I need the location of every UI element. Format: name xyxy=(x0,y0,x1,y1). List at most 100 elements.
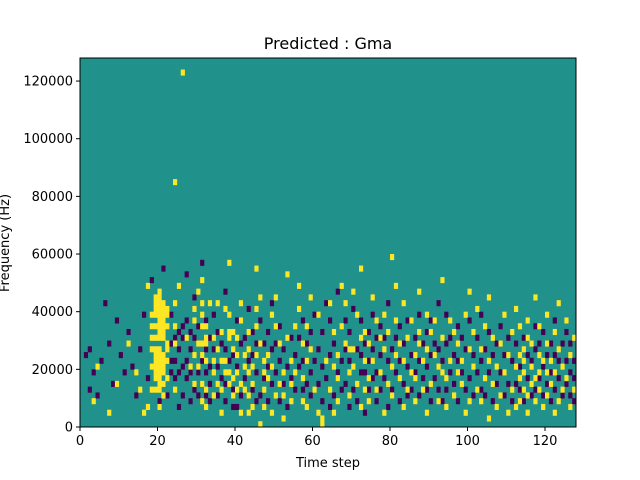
heatmap-cell-low xyxy=(130,363,135,370)
heatmap-cell-low xyxy=(312,311,317,318)
heatmap-cell-low xyxy=(157,398,162,405)
heatmap-cell-high xyxy=(339,323,344,330)
heatmap-cell-low xyxy=(215,363,220,370)
heatmap-cell-high xyxy=(413,352,418,359)
heatmap-cell-low xyxy=(374,398,379,405)
heatmap-cell-high xyxy=(157,352,162,359)
heatmap-cell-high xyxy=(269,409,275,416)
heatmap-cell-low xyxy=(572,398,577,405)
heatmap-cell-high xyxy=(114,380,120,387)
heatmap-cell-low xyxy=(479,386,484,393)
heatmap-cell-low xyxy=(366,328,371,336)
heatmap-cell-low xyxy=(269,380,275,387)
heatmap-cell-high xyxy=(134,369,139,376)
heatmap-cell-high xyxy=(405,386,410,393)
heatmap-cell-high xyxy=(556,398,561,405)
heatmap-cell-low xyxy=(413,334,418,341)
heatmap-cell-high xyxy=(281,369,286,376)
heatmap-cell-low xyxy=(91,369,96,376)
heatmap-cell-low xyxy=(180,323,185,330)
heatmap-cell-high xyxy=(362,328,368,336)
heatmap-cell-high xyxy=(258,340,263,347)
heatmap-cell-high xyxy=(421,357,426,364)
heatmap-cell-high xyxy=(258,421,263,428)
heatmap-cell-high xyxy=(359,265,364,272)
heatmap-cell-low xyxy=(436,386,441,393)
heatmap-cell-high xyxy=(238,380,244,387)
y-tick-label: 40000 xyxy=(32,305,73,320)
heatmap-cell-high xyxy=(200,380,205,387)
heatmap-cell-high xyxy=(521,386,526,393)
heatmap-cell-high xyxy=(308,294,313,301)
heatmap-cell-high xyxy=(157,300,162,307)
heatmap-cell-high xyxy=(266,352,271,359)
heatmap-cell-high xyxy=(556,300,561,307)
heatmap-cell-low xyxy=(254,340,259,347)
heatmap-cell-low xyxy=(390,386,395,393)
heatmap-cell-high xyxy=(153,294,158,301)
heatmap-cell-high xyxy=(486,415,492,422)
heatmap-cell-high xyxy=(157,311,162,318)
heatmap-cell-high xyxy=(157,305,162,312)
heatmap-cell-high xyxy=(564,317,569,324)
heatmap-cell-high xyxy=(266,375,271,382)
heatmap-cell-high xyxy=(207,300,213,307)
heatmap-cell-high xyxy=(537,323,542,330)
heatmap-cell-low xyxy=(510,398,515,405)
heatmap-cell-low xyxy=(471,392,476,399)
heatmap-cell-high xyxy=(355,311,360,318)
heatmap-cell-low xyxy=(494,340,499,347)
heatmap-cell-high xyxy=(347,392,352,399)
heatmap-cell-low xyxy=(281,346,286,353)
heatmap-cell-high xyxy=(176,282,182,289)
heatmap-cell-low xyxy=(297,334,302,341)
heatmap-cell-low xyxy=(479,357,484,364)
heatmap-cell-low xyxy=(452,352,457,359)
heatmap-cell-high xyxy=(308,346,313,353)
heatmap-cell-high xyxy=(227,259,232,266)
heatmap-cell-high xyxy=(142,409,147,416)
heatmap-cell-high xyxy=(521,369,526,376)
heatmap-cell-high xyxy=(157,328,162,336)
heatmap-cell-high xyxy=(269,363,275,370)
heatmap-cell-low xyxy=(269,300,275,307)
heatmap-cell-low xyxy=(300,386,306,393)
heatmap-cell-high xyxy=(149,334,154,341)
heatmap-cell-high xyxy=(517,352,523,359)
heatmap-cell-high xyxy=(316,409,321,416)
heatmap-cell-low xyxy=(238,392,244,399)
heatmap-cell-high xyxy=(525,334,530,341)
heatmap-cell-low xyxy=(138,346,143,353)
heatmap-cell-low xyxy=(297,363,302,370)
heatmap-cell-high xyxy=(401,403,406,411)
heatmap-cell-high xyxy=(246,392,251,399)
heatmap-cell-low xyxy=(173,375,178,382)
heatmap-cell-high xyxy=(452,328,457,336)
heatmap-cell-low xyxy=(440,357,445,364)
heatmap-cell-low xyxy=(335,288,340,295)
heatmap-cell-high xyxy=(161,334,166,341)
heatmap-cell-high xyxy=(157,363,162,370)
heatmap-cell-high xyxy=(490,334,495,341)
heatmap-cell-low xyxy=(134,392,139,399)
heatmap-cell-high xyxy=(552,369,557,376)
heatmap-cell-low xyxy=(359,317,364,324)
heatmap-cell-high xyxy=(235,334,240,341)
heatmap-cell-low xyxy=(362,409,368,416)
heatmap-cell-low xyxy=(436,300,441,307)
heatmap-cell-high xyxy=(417,340,422,347)
heatmap-cell-high xyxy=(157,380,162,387)
heatmap-cell-low xyxy=(149,277,154,284)
heatmap-cell-high xyxy=(572,386,577,393)
heatmap-cell-high xyxy=(161,300,166,307)
heatmap-cell-high xyxy=(471,363,476,370)
heatmap-cell-low xyxy=(506,380,511,387)
heatmap-cell-high xyxy=(173,386,178,393)
plot-area xyxy=(79,57,577,428)
heatmap-cell-high xyxy=(157,323,162,330)
heatmap-cell-high xyxy=(366,398,371,405)
heatmap-cell-high xyxy=(316,311,321,318)
heatmap-cell-low xyxy=(409,352,414,359)
heatmap-cell-high xyxy=(378,369,383,376)
heatmap-cell-low xyxy=(169,311,174,318)
